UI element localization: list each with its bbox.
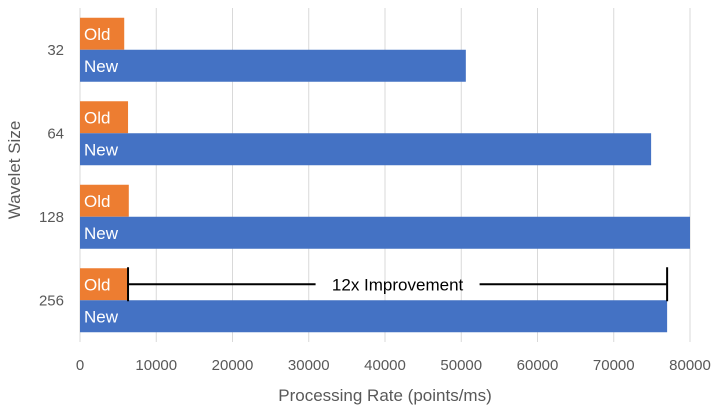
bar-label-old: Old [84,192,110,211]
bar-label-new: New [84,57,119,76]
y-category-label: 128 [39,209,64,226]
bar-new-32 [80,49,466,82]
y-category-label: 256 [39,292,64,309]
x-tick-label: 40000 [364,357,406,374]
x-tick-label: 10000 [135,357,177,374]
bars: Old New Old New Old New Old New [80,17,690,333]
y-axis-title: Wavelet Size [5,121,24,220]
x-tick-label: 70000 [593,357,635,374]
y-category-label: 64 [47,125,64,142]
bar-label-new: New [84,140,119,159]
bar-label-new: New [84,224,119,243]
bar-old-32 [80,17,125,50]
annotation-text: 12x Improvement [332,275,464,294]
x-tick-label: 50000 [440,357,482,374]
x-tick-label: 0 [76,357,84,374]
x-tick-label: 60000 [517,357,559,374]
y-category-label: 32 [47,42,64,59]
bar-old-64 [80,101,129,134]
x-tick-label: 80000 [669,357,711,374]
improvement-annotation: 12x Improvement [127,267,669,302]
bar-new-256 [80,300,668,333]
bar-old-128 [80,184,129,217]
y-category-labels: 32 64 128 256 [39,42,64,310]
x-tick-label: 30000 [288,357,330,374]
x-axis-title: Processing Rate (points/ms) [278,386,492,405]
bar-label-new: New [84,307,119,326]
x-tick-label: 20000 [212,357,254,374]
x-tick-labels: 0 10000 20000 30000 40000 50000 60000 70000 8000… [76,357,711,374]
bar-new-64 [80,133,652,166]
bar-label-old: Old [84,275,110,294]
bar-label-old: Old [84,25,110,44]
bar-old-256 [80,268,129,301]
bar-new-128 [80,216,690,249]
bar-label-old: Old [84,108,110,127]
